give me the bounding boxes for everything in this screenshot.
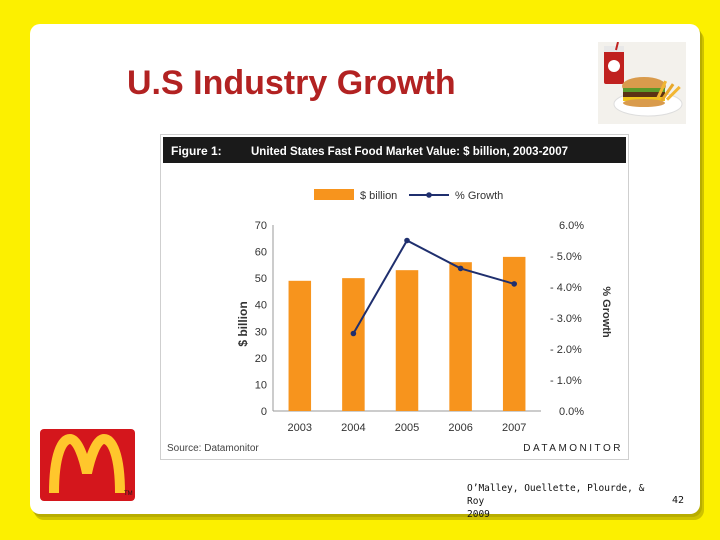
y-tick-label: 30 bbox=[255, 326, 267, 338]
growth-point bbox=[404, 237, 410, 244]
y2-tick-label: 0.0% bbox=[559, 406, 584, 418]
y2-tick-label: - 2.0% bbox=[550, 344, 582, 356]
y-axis-label: $ billion bbox=[236, 301, 250, 346]
bar-2006 bbox=[449, 262, 472, 411]
x-tick-label: 2003 bbox=[288, 422, 312, 434]
x-tick-label: 2005 bbox=[395, 422, 419, 434]
citation: O’Malley, Ouellette, Plourde, & Roy 2009 bbox=[467, 482, 667, 521]
y-tick-label: 40 bbox=[255, 300, 267, 312]
citation-authors: O’Malley, Ouellette, Plourde, & Roy bbox=[467, 483, 645, 507]
x-tick-label: 2006 bbox=[448, 422, 472, 434]
y2-tick-label: - 1.0% bbox=[550, 375, 582, 387]
chart-source: Source: Datamonitor bbox=[167, 443, 259, 454]
y2-axis-label: % Growth bbox=[600, 286, 612, 338]
growth-point bbox=[350, 330, 357, 337]
legend-bar-label: $ billion bbox=[360, 190, 397, 202]
y-tick-label: 10 bbox=[255, 379, 267, 391]
bar-2004 bbox=[342, 278, 365, 411]
y-tick-label: 50 bbox=[255, 273, 267, 285]
page-number: 42 bbox=[672, 495, 685, 506]
growth-line bbox=[352, 239, 515, 334]
y2-tick-label: - 3.0% bbox=[550, 313, 582, 325]
bar-2007 bbox=[502, 256, 526, 411]
legend-line-marker bbox=[426, 192, 432, 198]
chart-figure: Figure 1: United States Fast Food Market… bbox=[160, 134, 629, 460]
citation-year: 2009 bbox=[467, 509, 490, 520]
figure-label: Figure 1: bbox=[171, 144, 222, 158]
logo-trademark: TM bbox=[124, 491, 133, 497]
chart-title: United States Fast Food Market Value: $ … bbox=[251, 146, 568, 158]
y-tick-label: 70 bbox=[255, 220, 267, 232]
y-axis-ticks: 0 10 20 30 40 50 60 70 bbox=[255, 220, 267, 418]
slide-title: U.S Industry Growth bbox=[127, 64, 456, 102]
y2-tick-label: - 5.0% bbox=[550, 251, 582, 263]
y2-tick-label: - 4.0% bbox=[550, 282, 582, 294]
x-tick-label: 2004 bbox=[341, 422, 365, 434]
y-tick-label: 60 bbox=[255, 247, 267, 259]
y2-axis-ticks: 0.0% - 1.0% - 2.0% - 3.0% - 4.0% - 5.0% 6.0% bbox=[550, 220, 584, 418]
figure-header-bar bbox=[163, 137, 626, 163]
y2-tick-label: 6.0% bbox=[559, 220, 584, 232]
growth-point bbox=[511, 281, 517, 287]
bar-series bbox=[288, 256, 526, 411]
fast-food-meal-image bbox=[598, 42, 686, 124]
legend-line-label: % Growth bbox=[455, 190, 503, 202]
growth-point bbox=[457, 265, 464, 272]
y-tick-label: 0 bbox=[261, 406, 267, 418]
x-axis-tick-labels: 2003 2004 2005 2006 2007 bbox=[288, 422, 527, 434]
bar-2005 bbox=[395, 270, 419, 411]
x-tick-label: 2007 bbox=[502, 422, 526, 434]
bar-2003 bbox=[288, 280, 312, 411]
chart-svg: Figure 1: United States Fast Food Market… bbox=[163, 137, 626, 454]
growth-line-series bbox=[350, 237, 517, 337]
mcdonalds-logo: TM bbox=[40, 429, 135, 501]
y-tick-label: 20 bbox=[255, 353, 267, 365]
datamonitor-brand: DATAMONITOR bbox=[523, 443, 623, 454]
slide-card: U.S Industry Growth Figure 1: United Sta… bbox=[30, 24, 700, 520]
legend-bar-swatch bbox=[314, 189, 354, 200]
